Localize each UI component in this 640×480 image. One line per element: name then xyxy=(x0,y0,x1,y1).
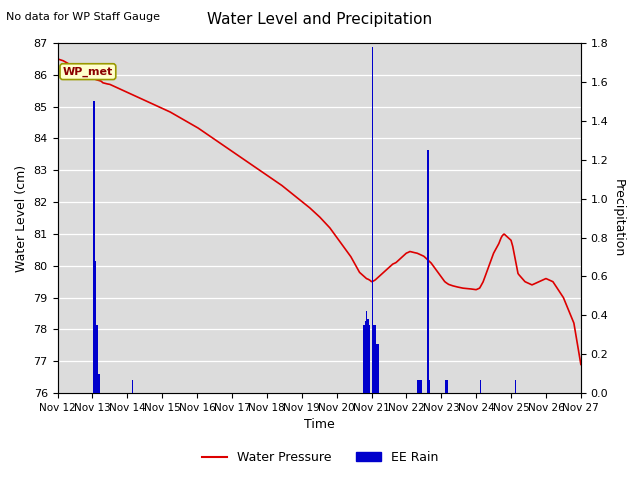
Bar xyxy=(428,150,429,393)
Text: Water Level and Precipitation: Water Level and Precipitation xyxy=(207,12,433,27)
Bar xyxy=(97,325,98,393)
Bar xyxy=(95,325,97,393)
Bar xyxy=(374,325,376,393)
Bar xyxy=(367,319,369,393)
Bar xyxy=(369,325,370,393)
Bar xyxy=(421,380,422,393)
Text: WP_met: WP_met xyxy=(63,67,113,77)
Y-axis label: Water Level (cm): Water Level (cm) xyxy=(15,165,28,272)
Bar xyxy=(132,380,133,393)
Bar xyxy=(99,373,100,393)
Bar xyxy=(366,312,367,393)
Bar xyxy=(417,380,419,393)
X-axis label: Time: Time xyxy=(304,419,335,432)
Bar xyxy=(93,101,95,393)
Text: No data for WP Staff Gauge: No data for WP Staff Gauge xyxy=(6,12,161,22)
Bar xyxy=(445,380,446,393)
Bar xyxy=(376,345,377,393)
Bar xyxy=(373,325,374,393)
Bar xyxy=(419,380,420,393)
Bar xyxy=(480,380,481,393)
Bar xyxy=(372,47,373,393)
Bar xyxy=(95,261,96,393)
Bar xyxy=(446,380,447,393)
Legend: Water Pressure, EE Rain: Water Pressure, EE Rain xyxy=(196,446,444,469)
Bar xyxy=(377,345,378,393)
Bar xyxy=(515,380,516,393)
Bar xyxy=(420,380,421,393)
Bar xyxy=(363,325,365,393)
Bar xyxy=(365,321,366,393)
Bar xyxy=(429,380,430,393)
Bar xyxy=(98,373,99,393)
Y-axis label: Precipitation: Precipitation xyxy=(612,179,625,257)
